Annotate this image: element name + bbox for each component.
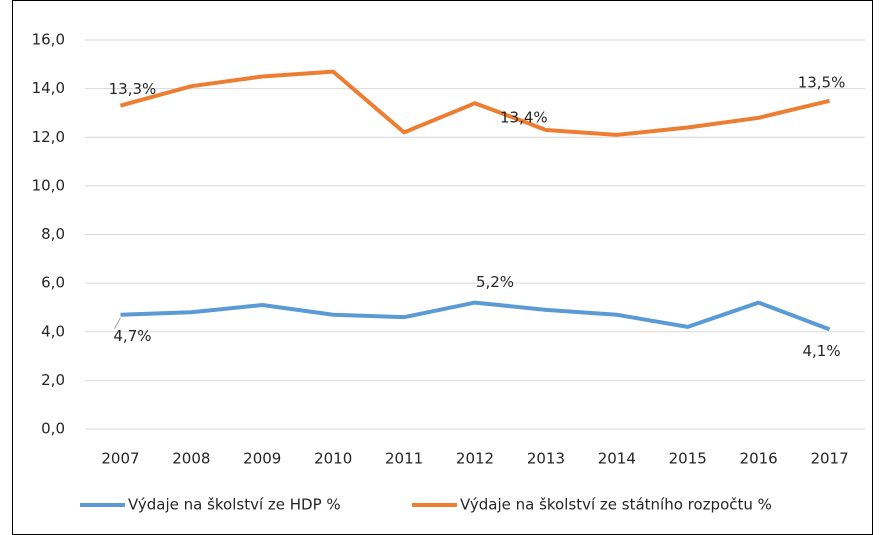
x-tick-label: 2009 [243, 450, 281, 468]
x-tick-label: 2007 [101, 450, 139, 468]
y-tick-label: 14,0 [32, 79, 65, 97]
data-label: 4,7% [113, 327, 151, 345]
data-label: 4,1% [802, 342, 840, 360]
data-label: 13,4% [500, 109, 548, 127]
data-label: 13,5% [798, 73, 846, 91]
y-tick-label: 10,0 [32, 176, 65, 194]
x-tick-label: 2008 [172, 450, 210, 468]
y-tick-label: 0,0 [41, 420, 65, 438]
data-label: 13,3% [109, 80, 157, 98]
x-tick-label: 2010 [314, 450, 352, 468]
data-label: 5,2% [476, 273, 514, 291]
y-tick-label: 12,0 [32, 128, 65, 146]
y-tick-label: 8,0 [41, 225, 65, 243]
x-tick-label: 2017 [810, 450, 848, 468]
x-tick-label: 2015 [669, 450, 707, 468]
x-tick-label: 2011 [385, 450, 423, 468]
x-tick-label: 2013 [527, 450, 565, 468]
y-tick-label: 16,0 [32, 31, 65, 49]
legend-label: Výdaje na školství ze HDP % [128, 496, 341, 514]
chart-frame [12, 0, 873, 535]
x-tick-label: 2014 [598, 450, 636, 468]
y-tick-label: 4,0 [41, 322, 65, 340]
leader-line [114, 317, 121, 329]
y-tick-label: 6,0 [41, 274, 65, 292]
x-tick-label: 2016 [740, 450, 778, 468]
legend-label: Výdaje na školství ze státního rozpočtu … [460, 496, 772, 514]
x-tick-label: 2012 [456, 450, 494, 468]
series-line [119, 69, 831, 137]
y-tick-label: 2,0 [41, 371, 65, 389]
series-line [120, 300, 831, 332]
